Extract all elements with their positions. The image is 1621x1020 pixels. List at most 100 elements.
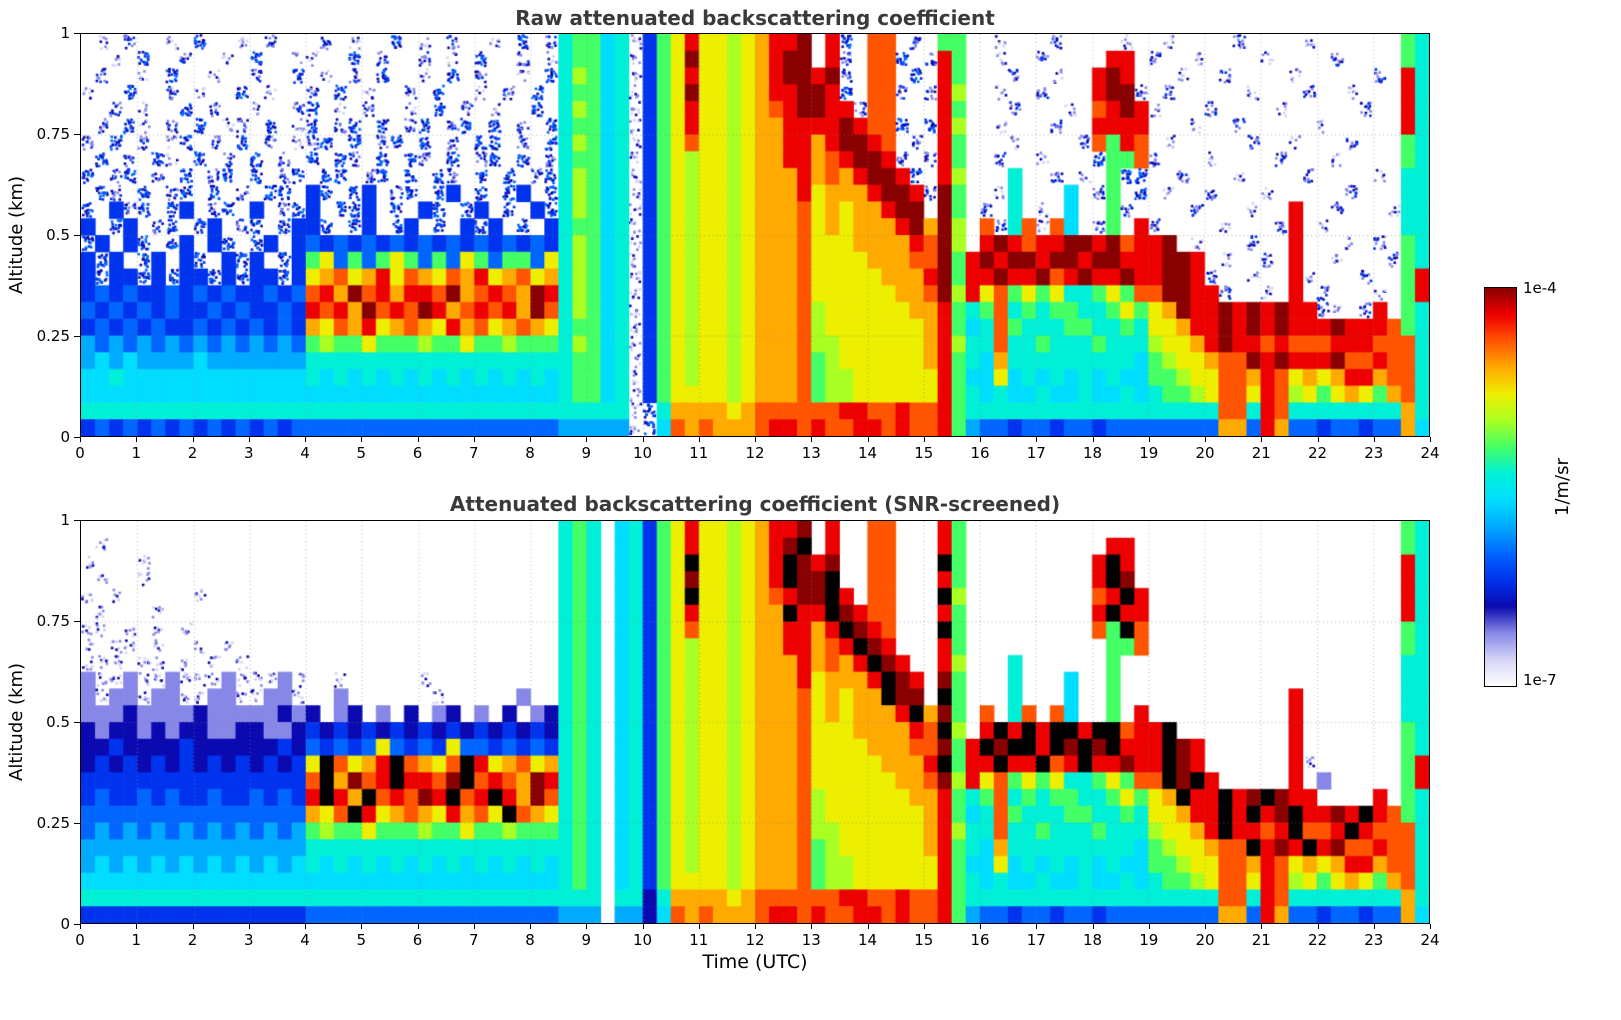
colorbar xyxy=(1484,287,1517,687)
x-tick-mark xyxy=(698,924,700,929)
x-tick-label: 8 xyxy=(525,444,535,462)
time-axis-label: Time (UTC) xyxy=(702,951,808,973)
x-tick-mark xyxy=(642,437,644,442)
x-tick-label: 14 xyxy=(857,444,878,462)
raw-panel-title: Raw attenuated backscattering coefficien… xyxy=(515,6,995,30)
x-tick-mark xyxy=(1036,437,1038,442)
x-tick-mark xyxy=(980,437,981,442)
x-tick-mark xyxy=(1317,437,1319,442)
x-tick-label: 3 xyxy=(243,931,254,949)
x-tick-label: 14 xyxy=(857,931,878,949)
x-tick-label: 2 xyxy=(187,931,198,949)
y-tick-mark xyxy=(74,621,80,622)
x-tick-label: 11 xyxy=(689,444,709,462)
x-tick-mark xyxy=(1148,437,1150,442)
x-tick-label: 22 xyxy=(1307,444,1328,462)
x-tick-mark xyxy=(755,924,756,929)
x-tick-mark xyxy=(80,437,81,442)
x-tick-label: 20 xyxy=(1195,931,1215,949)
x-tick-mark xyxy=(923,924,925,929)
x-tick-label: 13 xyxy=(801,931,821,949)
x-tick-mark xyxy=(1373,924,1375,929)
x-tick-mark xyxy=(811,924,813,929)
x-tick-label: 9 xyxy=(581,444,592,462)
x-tick-label: 24 xyxy=(1420,931,1440,949)
x-tick-mark xyxy=(473,437,475,442)
screened-backscatter-heatmap xyxy=(81,521,1429,923)
x-tick-mark xyxy=(923,437,925,442)
x-tick-label: 20 xyxy=(1195,444,1215,462)
x-tick-mark xyxy=(530,924,531,929)
x-tick-mark xyxy=(248,924,250,929)
x-tick-label: 15 xyxy=(914,931,934,949)
x-tick-label: 0 xyxy=(75,931,85,949)
y-tick-mark xyxy=(74,520,80,521)
x-tick-label: 21 xyxy=(1251,444,1271,462)
x-tick-label: 8 xyxy=(525,931,535,949)
y-tick-label: 0.5 xyxy=(46,226,70,244)
x-tick-label: 19 xyxy=(1139,444,1159,462)
x-tick-label: 4 xyxy=(300,931,310,949)
x-tick-label: 21 xyxy=(1251,931,1271,949)
x-tick-mark xyxy=(1148,924,1150,929)
x-tick-mark xyxy=(1261,437,1263,442)
y-tick-mark xyxy=(74,235,80,236)
x-tick-mark xyxy=(586,437,588,442)
y-tick-label: 0.25 xyxy=(36,814,70,832)
x-tick-label: 7 xyxy=(468,931,479,949)
y-tick-label: 0.5 xyxy=(46,713,70,731)
x-tick-label: 6 xyxy=(412,931,423,949)
x-tick-label: 0 xyxy=(75,444,85,462)
x-tick-mark xyxy=(1261,924,1263,929)
x-tick-label: 11 xyxy=(689,931,709,949)
x-tick-label: 23 xyxy=(1364,444,1384,462)
x-tick-mark xyxy=(1092,924,1094,929)
x-tick-mark xyxy=(1205,924,1206,929)
x-tick-label: 7 xyxy=(468,444,479,462)
y-tick-mark xyxy=(74,336,80,337)
x-tick-mark xyxy=(305,924,306,929)
x-tick-label: 17 xyxy=(1026,931,1046,949)
x-tick-mark xyxy=(305,437,306,442)
colorbar-min-label: 1e-7 xyxy=(1523,671,1557,689)
y-tick-mark xyxy=(74,924,80,925)
x-tick-label: 15 xyxy=(914,444,934,462)
y-tick-label: 1 xyxy=(60,24,70,42)
colorbar-max-label: 1e-4 xyxy=(1523,279,1557,297)
x-tick-mark xyxy=(1205,437,1206,442)
x-tick-label: 1 xyxy=(131,444,142,462)
x-tick-mark xyxy=(642,924,644,929)
x-tick-label: 5 xyxy=(356,931,367,949)
x-tick-mark xyxy=(361,437,363,442)
x-tick-mark xyxy=(1373,437,1375,442)
x-tick-mark xyxy=(417,924,419,929)
x-tick-label: 22 xyxy=(1307,931,1328,949)
x-tick-label: 17 xyxy=(1026,444,1046,462)
raw-backscatter-panel xyxy=(80,33,1430,437)
x-tick-label: 5 xyxy=(356,444,367,462)
y-tick-mark xyxy=(74,722,80,723)
x-tick-mark xyxy=(530,437,531,442)
x-tick-label: 9 xyxy=(581,931,592,949)
x-tick-label: 4 xyxy=(300,444,310,462)
y-tick-label: 0.25 xyxy=(36,327,70,345)
y-tick-mark xyxy=(74,823,80,824)
x-tick-label: 23 xyxy=(1364,931,1384,949)
x-tick-mark xyxy=(80,924,81,929)
x-tick-mark xyxy=(192,437,194,442)
x-tick-mark xyxy=(136,437,138,442)
y-tick-mark xyxy=(74,33,80,34)
x-tick-label: 24 xyxy=(1420,444,1440,462)
x-tick-mark xyxy=(136,924,138,929)
x-tick-mark xyxy=(867,437,869,442)
x-tick-label: 1 xyxy=(131,931,142,949)
x-tick-label: 2 xyxy=(187,444,198,462)
x-tick-mark xyxy=(980,924,981,929)
x-tick-mark xyxy=(361,924,363,929)
x-tick-mark xyxy=(1317,924,1319,929)
colorbar-units-label: 1/m/sr xyxy=(1552,458,1573,516)
x-tick-label: 6 xyxy=(412,444,423,462)
y-tick-label: 1 xyxy=(60,511,70,529)
x-tick-label: 10 xyxy=(632,931,653,949)
